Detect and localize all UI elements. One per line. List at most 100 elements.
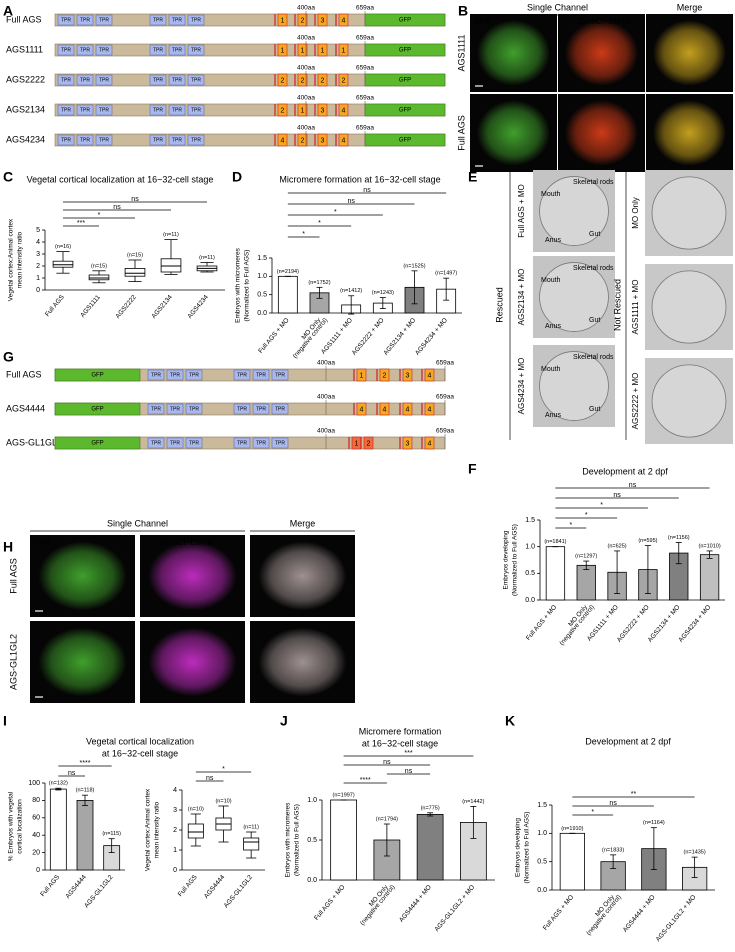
tpr-domain	[76, 14, 94, 26]
tpr-domain	[76, 134, 94, 146]
significance-label: ****	[80, 760, 91, 767]
panel-letter: F	[468, 461, 477, 477]
x-tick-label: AGS4234 + MO	[414, 317, 449, 357]
annotation: Mouth	[541, 277, 561, 284]
row-label: AGS2222 + MO	[631, 373, 640, 430]
construct-name: AGS4234	[6, 134, 45, 144]
embryo	[564, 20, 639, 86]
embryo	[564, 100, 639, 166]
embryo	[148, 541, 237, 611]
y-tick-label: 1	[36, 275, 40, 282]
motif-label: 3	[321, 107, 325, 114]
n-label: (n=595)	[638, 538, 657, 544]
y-axis-label: mean intensity ratio	[154, 801, 161, 858]
motif	[277, 73, 288, 87]
motif-label: 1	[281, 47, 285, 54]
y-tick-label: 4	[173, 787, 177, 794]
panel-letter: A	[3, 3, 13, 19]
tpr-domain	[95, 104, 113, 116]
tpr-label: TPR	[256, 372, 266, 378]
y-axis-label: cortical localization	[17, 799, 24, 854]
position-label: 659aa	[356, 35, 374, 42]
position-label: 400aa	[317, 428, 335, 435]
embryo	[38, 541, 127, 611]
tpr-label: TPR	[153, 17, 163, 23]
gfp-label: GFP	[91, 441, 103, 447]
x-tick-label: AGS4444	[203, 874, 227, 900]
tpr-label: TPR	[153, 107, 163, 113]
motif	[402, 402, 413, 416]
annotation: Gut	[589, 317, 600, 324]
n-label: (n=1841)	[544, 539, 566, 545]
construct-name: AGS4444	[6, 403, 45, 413]
n-label: (n=1794)	[376, 816, 398, 822]
x-tick-label: AGS-GL1GL2	[223, 874, 255, 910]
y-tick-label: 0	[36, 287, 40, 294]
tpr-domain	[147, 437, 165, 449]
tpr-domain	[252, 403, 270, 415]
y-tick-label: 3	[173, 807, 177, 814]
construct-name: AGS2134	[6, 104, 45, 114]
gfp-label: GFP	[399, 108, 411, 114]
motif-label: 2	[367, 440, 371, 447]
gfp-label: GFP	[399, 48, 411, 54]
motif	[317, 73, 328, 87]
tpr-label: TPR	[151, 440, 161, 446]
gfp-domain	[54, 436, 141, 450]
significance-label: ns	[347, 198, 355, 205]
tpr-domain	[149, 74, 167, 86]
tpr-domain	[76, 44, 94, 56]
tpr-label: TPR	[151, 406, 161, 412]
tpr-domain	[149, 14, 167, 26]
tpr-label: TPR	[191, 47, 201, 53]
n-label: (n=132)	[49, 781, 68, 787]
tpr-label: TPR	[170, 406, 180, 412]
motif	[338, 103, 349, 117]
tpr-domain	[166, 437, 184, 449]
motif-label: 4	[428, 406, 432, 413]
x-tick-label: Full AGS	[39, 873, 61, 898]
tpr-label: TPR	[275, 406, 285, 412]
motif	[297, 43, 308, 57]
embryo	[651, 364, 727, 438]
n-label: (n=15)	[91, 263, 107, 269]
motif	[297, 13, 308, 27]
panel-letter: G	[3, 349, 14, 365]
annotation: Skeletal rods	[573, 265, 614, 272]
y-tick-label: 5	[36, 227, 40, 234]
x-tick-label: Full AGS + MO	[525, 604, 558, 642]
bar	[49, 788, 67, 871]
tpr-label: TPR	[191, 137, 201, 143]
tpr-label: TPR	[172, 137, 182, 143]
y-tick-label: 1.5	[537, 802, 547, 809]
x-tick-label: AGS-GL1GL2 + MO	[655, 894, 698, 943]
x-tick-label: AGS4444 + MO	[398, 884, 433, 924]
construct-name: Full AGS	[6, 14, 42, 24]
position-label: 659aa	[356, 125, 374, 132]
significance-label: ns	[629, 482, 637, 489]
tpr-label: TPR	[189, 406, 199, 412]
significance-label: ns	[206, 775, 214, 782]
tpr-label: TPR	[189, 372, 199, 378]
tpr-domain	[168, 134, 186, 146]
motif-label: 4	[342, 137, 346, 144]
bar	[330, 799, 357, 881]
significance-label: *	[302, 231, 305, 238]
y-tick-label: 1.0	[537, 830, 547, 837]
motif	[356, 368, 367, 382]
significance-label: ns	[113, 204, 121, 211]
x-tick-label: AGS2134 + MO	[647, 604, 682, 644]
tpr-label: TPR	[80, 77, 90, 83]
motif-label: 3	[406, 440, 410, 447]
motif	[297, 133, 308, 147]
x-tick-label: AGS4234 + MO	[677, 604, 712, 644]
chart-title: Micromere formation at 16~32-cell stage	[279, 174, 440, 184]
significance-label: ns	[613, 492, 621, 499]
tpr-domain	[185, 437, 203, 449]
annotation: Skeletal rods	[573, 354, 614, 361]
tpr-domain	[185, 369, 203, 381]
n-label: (n=1435)	[684, 850, 706, 856]
y-tick-label: 100	[28, 780, 40, 787]
tpr-label: TPR	[275, 440, 285, 446]
tpr-domain	[149, 134, 167, 146]
